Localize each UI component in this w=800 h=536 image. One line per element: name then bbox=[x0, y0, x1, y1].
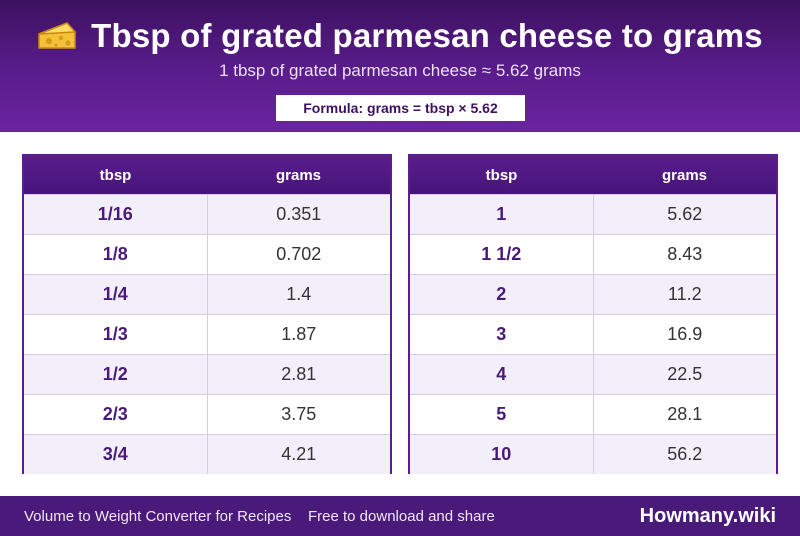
grams-cell: 3.75 bbox=[281, 404, 317, 424]
tbsp-cell: 2 bbox=[410, 275, 594, 314]
grams-cell: 4.21 bbox=[281, 444, 317, 464]
tbsp-cell: 3/4 bbox=[24, 435, 208, 474]
table-row: 1/4 1.4 bbox=[24, 274, 390, 314]
table-row: 10 56.2 bbox=[410, 434, 776, 474]
tbsp-cell: 1/16 bbox=[24, 195, 208, 234]
tbsp-cell: 1/2 bbox=[24, 355, 208, 394]
subtitle: 1 tbsp of grated parmesan cheese ≈ 5.62 … bbox=[219, 61, 581, 80]
grams-cell: 28.1 bbox=[667, 404, 703, 424]
table-row: 1/2 2.81 bbox=[24, 354, 390, 394]
tbsp-cell: 1 bbox=[410, 195, 594, 234]
grams-cell: 1.87 bbox=[281, 324, 317, 344]
brand-logo[interactable]: Howmany.wiki bbox=[639, 504, 776, 527]
page-title: Tbsp of grated parmesan cheese to grams bbox=[91, 17, 763, 54]
table-row: 1/16 0.351 bbox=[24, 194, 390, 234]
tbsp-cell: 1/4 bbox=[24, 275, 208, 314]
grams-cell: 22.5 bbox=[667, 364, 703, 384]
header: Tbsp of grated parmesan cheese to grams … bbox=[0, 0, 800, 132]
table-header: tbsp grams bbox=[410, 156, 776, 194]
footer: Volume to Weight Converter for Recipes F… bbox=[0, 496, 800, 536]
table-row: 4 22.5 bbox=[410, 354, 776, 394]
table-row: 1/8 0.702 bbox=[24, 234, 390, 274]
column-header-tbsp: tbsp bbox=[99, 166, 132, 184]
column-header-tbsp: tbsp bbox=[485, 166, 518, 184]
table-row: 1 5.62 bbox=[410, 194, 776, 234]
table-body: 1 5.62 1 1/2 8.43 2 11.2 3 16.9 4 22.5 5 28.1 … bbox=[410, 194, 776, 474]
tbsp-cell: 4 bbox=[410, 355, 594, 394]
grams-cell: 1.4 bbox=[286, 284, 312, 304]
tbsp-cell: 1 1/2 bbox=[410, 235, 594, 274]
tbsp-cell: 1/8 bbox=[24, 235, 208, 274]
table-row: 1/3 1.87 bbox=[24, 314, 390, 354]
tbsp-cell: 5 bbox=[410, 395, 594, 434]
table-header: tbsp grams bbox=[24, 156, 390, 194]
formula-badge: Formula: grams = tbsp × 5.62 bbox=[276, 95, 525, 121]
grams-cell: 5.62 bbox=[667, 204, 703, 224]
table-row: 1 1/2 8.43 bbox=[410, 234, 776, 274]
footer-share-note: Free to download and share bbox=[308, 507, 495, 525]
conversion-table-left: tbsp grams 1/16 0.351 1/8 0.702 1/4 1.4 1/3… bbox=[22, 154, 392, 474]
grams-cell: 8.43 bbox=[667, 244, 703, 264]
table-row: 2 11.2 bbox=[410, 274, 776, 314]
table-row: 5 28.1 bbox=[410, 394, 776, 434]
tbsp-cell: 3 bbox=[410, 315, 594, 354]
grams-cell: 11.2 bbox=[667, 284, 702, 304]
cheese-icon bbox=[37, 20, 77, 52]
tbsp-cell: 10 bbox=[410, 435, 594, 474]
column-header-grams: grams bbox=[275, 166, 322, 184]
table-row: 2/3 3.75 bbox=[24, 394, 390, 434]
grams-cell: 16.9 bbox=[667, 324, 703, 344]
grams-cell: 2.81 bbox=[281, 364, 317, 384]
footer-tagline: Volume to Weight Converter for Recipes bbox=[24, 507, 292, 525]
table-row: 3/4 4.21 bbox=[24, 434, 390, 474]
column-header-grams: grams bbox=[661, 166, 708, 184]
grams-cell: 0.702 bbox=[276, 244, 322, 264]
tbsp-cell: 1/3 bbox=[24, 315, 208, 354]
grams-cell: 0.351 bbox=[276, 204, 322, 224]
title-row: Tbsp of grated parmesan cheese to grams bbox=[0, 14, 800, 58]
conversion-table-right: tbsp grams 1 5.62 1 1/2 8.43 2 11.2 3 16.9 4… bbox=[408, 154, 778, 474]
table-body: 1/16 0.351 1/8 0.702 1/4 1.4 1/3 1.87 1/2 2.8… bbox=[24, 194, 390, 474]
tbsp-cell: 2/3 bbox=[24, 395, 208, 434]
table-row: 3 16.9 bbox=[410, 314, 776, 354]
grams-cell: 56.2 bbox=[667, 444, 703, 464]
